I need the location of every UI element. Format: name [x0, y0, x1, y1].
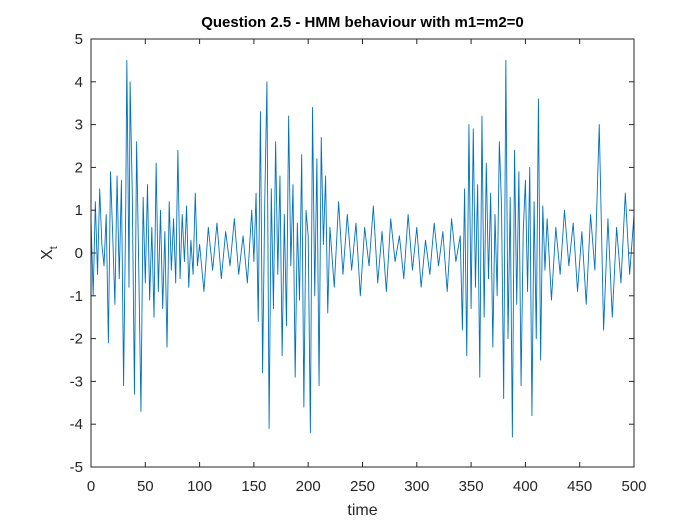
- series-layer: [90, 59, 635, 438]
- x-tick-label: 400: [513, 478, 538, 495]
- series-line: [90, 59, 635, 438]
- y-tick-label: 5: [75, 31, 83, 48]
- y-axis-label: Xt: [39, 246, 60, 260]
- y-tick-label: 4: [75, 74, 83, 91]
- y-tick-label: -4: [70, 416, 83, 433]
- y-tick-label: -2: [70, 331, 83, 348]
- y-tick-label: -1: [70, 288, 83, 305]
- y-tick-label: 2: [75, 159, 83, 176]
- y-tick-label: 0: [75, 245, 83, 262]
- x-tick-label: 300: [404, 478, 429, 495]
- y-axis-ticks: -5 -4 -3 -2 -1 0 1 2 3 4 5: [70, 31, 634, 476]
- x-tick-label: 500: [621, 478, 646, 495]
- axes-box: [90, 38, 635, 468]
- x-tick-label: 450: [567, 478, 592, 495]
- x-axis-label: time: [347, 502, 377, 519]
- x-tick-label: 250: [350, 478, 375, 495]
- x-tick-label: 0: [87, 478, 95, 495]
- x-tick-label: 350: [459, 478, 484, 495]
- x-axis-ticks: 0 50 100 150 200 250 300 350 400 450 500: [87, 39, 647, 495]
- x-tick-label: 100: [187, 478, 212, 495]
- y-axis-label-base: X: [39, 249, 56, 260]
- x-tick-label: 50: [137, 478, 154, 495]
- axes-background: [91, 39, 634, 467]
- x-tick-label: 150: [241, 478, 266, 495]
- chart-title: Question 2.5 - HMM behaviour with m1=m2=…: [201, 14, 524, 31]
- y-tick-label: -5: [70, 459, 83, 476]
- x-tick-label: 200: [296, 478, 321, 495]
- y-tick-label: -3: [70, 373, 83, 390]
- y-tick-label: 1: [75, 202, 83, 219]
- y-axis-label-subscript: t: [48, 246, 60, 249]
- y-tick-label: 3: [75, 117, 83, 134]
